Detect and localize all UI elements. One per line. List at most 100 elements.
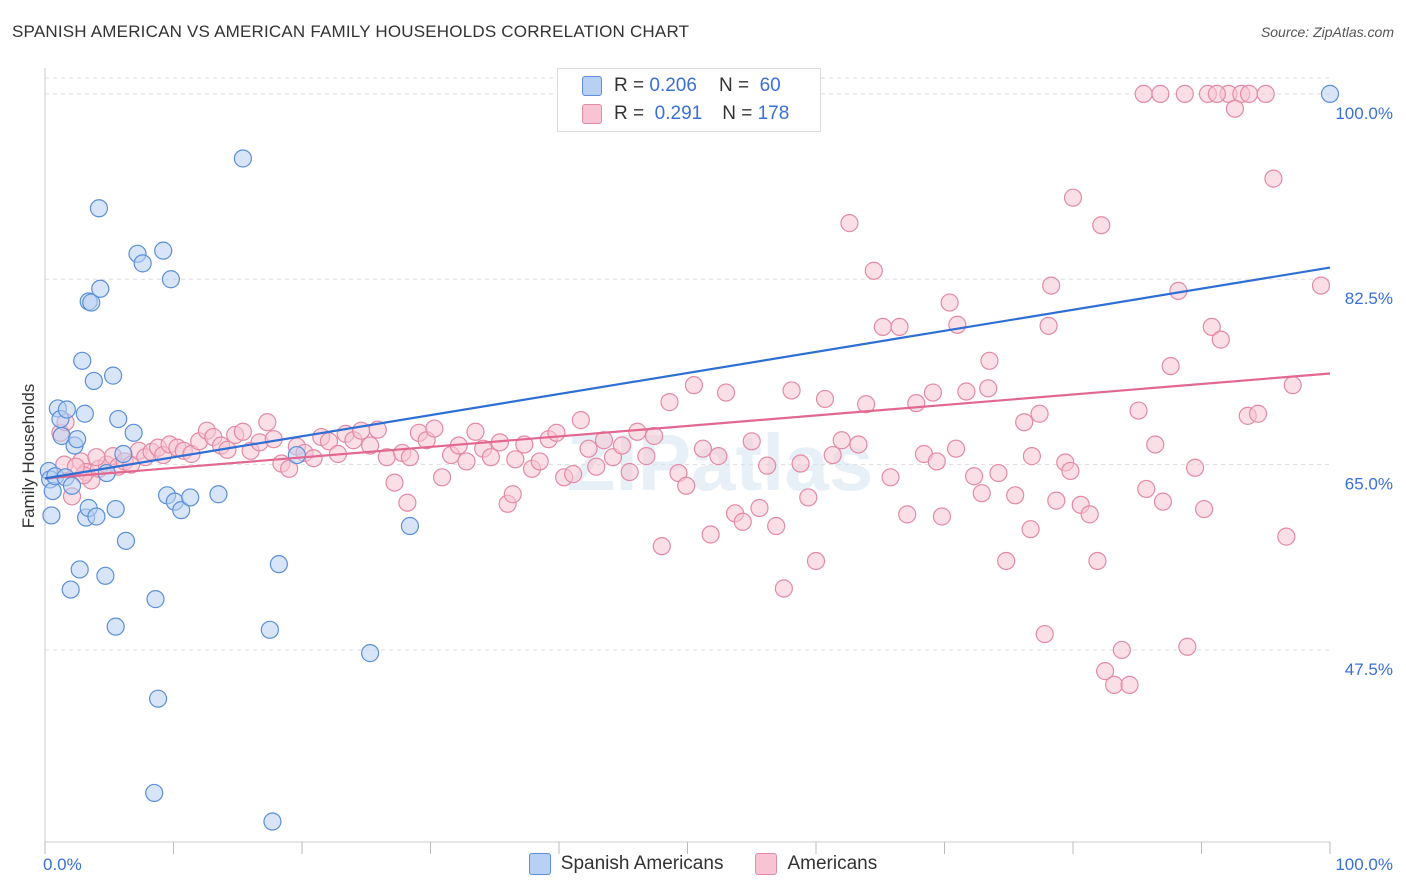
data-point	[287, 445, 306, 465]
data-point	[116, 531, 136, 550]
data-point	[84, 371, 103, 391]
data-point	[774, 579, 793, 598]
data-point	[946, 439, 966, 458]
data-point	[154, 241, 173, 260]
data-point	[907, 394, 926, 413]
data-point	[1096, 662, 1115, 681]
data-point	[652, 537, 671, 556]
data-point	[806, 551, 826, 571]
legend-swatch-blue	[582, 76, 602, 96]
data-point	[181, 488, 200, 507]
data-point	[260, 620, 279, 639]
data-point	[571, 411, 590, 430]
series-legend: Spanish Americans Americans	[0, 852, 1406, 876]
legend-label: Spanish Americans	[560, 853, 724, 874]
data-point	[980, 351, 999, 370]
legend-n-value: 60	[759, 75, 781, 96]
data-point	[1277, 527, 1296, 546]
y-tick-label: 82.5%	[1345, 289, 1393, 308]
data-point	[75, 404, 94, 423]
data-point	[1185, 458, 1205, 477]
data-point	[70, 560, 89, 579]
data-point	[849, 435, 868, 454]
x-tick-label-min: 0.0%	[43, 855, 82, 874]
data-point	[964, 467, 984, 486]
data-point	[709, 447, 728, 466]
data-point	[1146, 435, 1165, 454]
data-point	[1256, 84, 1275, 103]
chart-title: SPANISH AMERICAN VS AMERICAN FAMILY HOUS…	[12, 22, 690, 41]
data-point	[466, 422, 485, 441]
trend-line-americans	[44, 372, 1331, 480]
data-point	[927, 452, 946, 471]
data-point	[782, 381, 801, 400]
data-point	[304, 449, 323, 468]
data-point	[1175, 84, 1194, 103]
data-point	[628, 422, 647, 441]
data-point	[733, 512, 752, 531]
data-point	[1225, 99, 1245, 118]
data-point	[1137, 479, 1156, 499]
data-point	[42, 506, 61, 525]
data-point	[1021, 520, 1040, 539]
legend-swatch-pink	[755, 853, 778, 875]
data-point	[677, 476, 696, 495]
data-point	[400, 516, 420, 536]
y-tick-label: 100.0%	[1335, 104, 1393, 123]
data-point	[1239, 84, 1259, 103]
legend-label: Americans	[787, 853, 878, 874]
data-point	[82, 293, 101, 312]
legend-row-americans: R = 0.291 N = 178	[582, 101, 789, 127]
data-point	[1283, 376, 1302, 395]
data-point	[799, 488, 818, 507]
data-point	[506, 450, 525, 469]
axes	[44, 68, 1331, 854]
data-point	[1030, 404, 1049, 423]
data-point	[791, 454, 810, 473]
y-axis-label: Family Households	[19, 384, 38, 529]
data-point	[109, 409, 128, 429]
legend-r-value: 0.291	[654, 103, 703, 124]
data-point	[457, 452, 476, 471]
legend-swatch-blue	[528, 853, 551, 875]
data-point	[280, 459, 299, 478]
data-point	[62, 476, 82, 495]
data-point	[701, 525, 720, 544]
trend-lines	[44, 266, 1331, 480]
data-point	[258, 413, 277, 432]
data-point	[106, 617, 125, 636]
data-point	[564, 465, 583, 484]
data-point	[940, 293, 959, 312]
y-tick-label: 47.5%	[1345, 660, 1393, 679]
data-point	[269, 555, 288, 574]
x-tick-label-max: 100.0%	[1335, 855, 1393, 874]
data-point	[1178, 637, 1197, 656]
data-point	[133, 254, 152, 273]
data-point	[1112, 640, 1131, 660]
data-point	[857, 395, 876, 414]
data-point	[1320, 84, 1340, 103]
data-point	[148, 689, 168, 708]
data-point	[1120, 675, 1139, 694]
data-point	[881, 468, 900, 487]
data-point	[161, 270, 181, 289]
data-point	[1202, 317, 1221, 337]
data-point	[1042, 276, 1061, 295]
data-point	[87, 507, 106, 526]
data-point	[425, 419, 444, 438]
data-point	[612, 436, 632, 455]
data-point	[823, 445, 842, 465]
data-point	[644, 426, 664, 446]
legend-swatch-pink	[582, 104, 602, 124]
data-point	[923, 383, 943, 402]
data-point	[815, 389, 835, 409]
data-point	[385, 473, 404, 492]
data-point	[873, 317, 892, 337]
legend-item-spanish-americans[interactable]: Spanish Americans	[528, 852, 724, 876]
data-point	[637, 447, 656, 466]
legend-item-americans[interactable]: Americans	[755, 852, 877, 876]
data-point	[43, 481, 62, 501]
data-point	[503, 485, 522, 504]
data-point	[547, 423, 566, 442]
